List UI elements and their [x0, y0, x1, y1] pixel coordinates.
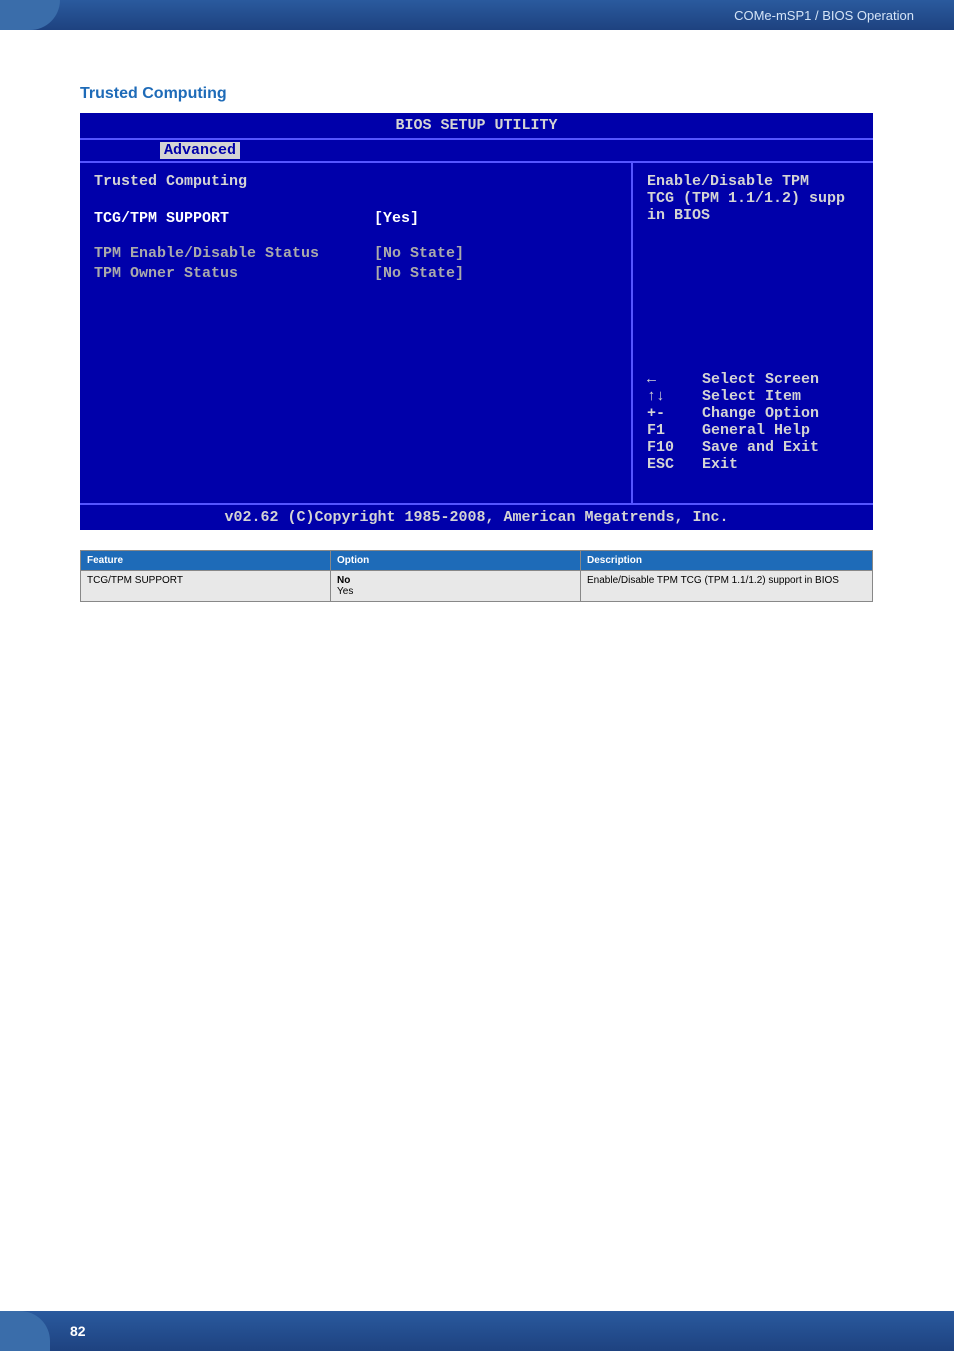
help-line: in BIOS: [647, 207, 859, 224]
key-action: Select Item: [702, 388, 801, 405]
key-row: F10 Save and Exit: [647, 439, 859, 456]
key-row: F1 General Help: [647, 422, 859, 439]
section-title: Trusted Computing: [80, 85, 914, 103]
key-label: ←: [647, 371, 702, 388]
bios-keys-legend: ← Select Screen ↑↓ Select Item +- Change…: [647, 371, 859, 493]
table-cell-feature: TCG/TPM SUPPORT: [81, 571, 331, 602]
setting-value: [No State]: [374, 265, 617, 282]
key-action: Exit: [702, 456, 738, 473]
setting-label: TPM Enable/Disable Status: [94, 245, 374, 262]
key-action: Select Screen: [702, 371, 819, 388]
setting-label: TCG/TPM SUPPORT: [94, 210, 374, 227]
table-header-feature: Feature: [81, 551, 331, 571]
setting-label: TPM Owner Status: [94, 265, 374, 282]
bios-left-panel: Trusted Computing TCG/TPM SUPPORT [Yes] …: [80, 163, 633, 503]
tab-advanced[interactable]: Advanced: [160, 142, 240, 159]
bios-screen: BIOS SETUP UTILITY Advanced Trusted Comp…: [80, 113, 873, 530]
key-row: +- Change Option: [647, 405, 859, 422]
header-bar: COMe-mSP1 / BIOS Operation: [0, 0, 954, 30]
bios-tabs: Advanced: [80, 140, 873, 163]
table-header-option: Option: [331, 551, 581, 571]
options-table: Feature Option Description TCG/TPM SUPPO…: [80, 550, 873, 602]
bios-help-text: Enable/Disable TPM TCG (TPM 1.1/1.2) sup…: [647, 173, 859, 224]
key-label: ESC: [647, 456, 702, 473]
key-row: ESC Exit: [647, 456, 859, 473]
breadcrumb: COMe-mSP1 / BIOS Operation: [734, 8, 914, 23]
bios-copyright: v02.62 (C)Copyright 1985-2008, American …: [80, 503, 873, 530]
bios-panel-heading: Trusted Computing: [94, 173, 617, 190]
key-label: +-: [647, 405, 702, 422]
option-line: Yes: [337, 586, 574, 597]
setting-value: [No State]: [374, 245, 617, 262]
setting-row-tpm-enable: TPM Enable/Disable Status [No State]: [94, 245, 617, 262]
help-line: TCG (TPM 1.1/1.2) supp: [647, 190, 859, 207]
table-header-description: Description: [581, 551, 873, 571]
key-action: Save and Exit: [702, 439, 819, 456]
bios-body: Trusted Computing TCG/TPM SUPPORT [Yes] …: [80, 163, 873, 503]
key-action: Change Option: [702, 405, 819, 422]
setting-value: [Yes]: [374, 210, 617, 227]
bios-utility-title: BIOS SETUP UTILITY: [80, 113, 873, 140]
setting-row-tpm-owner: TPM Owner Status [No State]: [94, 265, 617, 282]
table-header-row: Feature Option Description: [81, 551, 873, 571]
key-label: ↑↓: [647, 388, 702, 405]
key-row: ← Select Screen: [647, 371, 859, 388]
setting-row-tcg-tpm[interactable]: TCG/TPM SUPPORT [Yes]: [94, 210, 617, 227]
key-action: General Help: [702, 422, 810, 439]
option-line: No: [337, 575, 350, 586]
key-label: F1: [647, 422, 702, 439]
table-row: TCG/TPM SUPPORT No Yes Enable/Disable TP…: [81, 571, 873, 602]
page-number: 82: [70, 1323, 86, 1339]
table-cell-description: Enable/Disable TPM TCG (TPM 1.1/1.2) sup…: [581, 571, 873, 602]
key-label: F10: [647, 439, 702, 456]
table-cell-option: No Yes: [331, 571, 581, 602]
content-area: Trusted Computing BIOS SETUP UTILITY Adv…: [0, 30, 954, 622]
key-row: ↑↓ Select Item: [647, 388, 859, 405]
footer-corner-decoration: [0, 1311, 50, 1351]
footer-bar: 82: [0, 1311, 954, 1351]
help-line: Enable/Disable TPM: [647, 173, 859, 190]
header-corner-decoration: [0, 0, 60, 30]
bios-right-panel: Enable/Disable TPM TCG (TPM 1.1/1.2) sup…: [633, 163, 873, 503]
